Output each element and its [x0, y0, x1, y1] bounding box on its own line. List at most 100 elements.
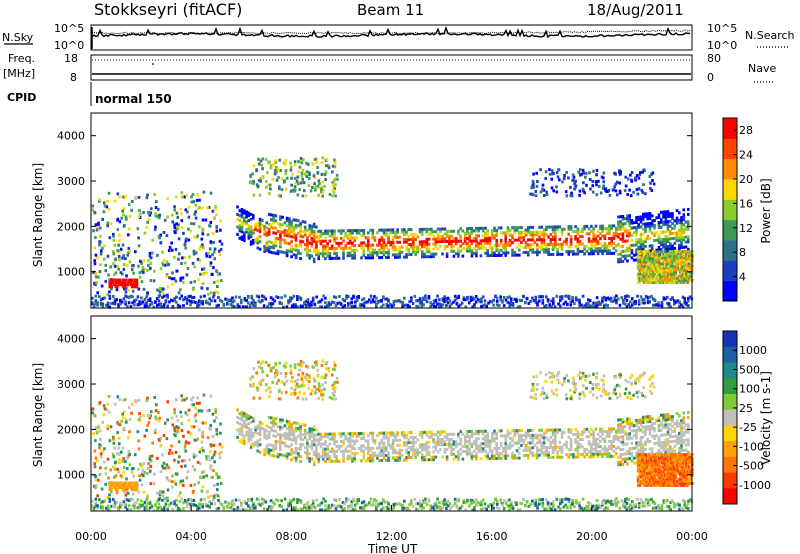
power-cell: [497, 251, 501, 255]
velocity-cell: [626, 420, 629, 423]
velocity-cell: [398, 456, 402, 460]
velocity-cell: [468, 447, 471, 451]
power-cell: [251, 172, 254, 176]
power-cell: [443, 295, 446, 299]
power-cell: [671, 222, 674, 226]
power-cell: [645, 276, 649, 280]
power-cell: [569, 235, 573, 239]
velocity-cell: [409, 436, 413, 440]
velocity-cell: [477, 429, 480, 433]
velocity-cell: [240, 423, 244, 427]
power-cell: [290, 255, 293, 259]
velocity-cell: [504, 441, 507, 445]
velocity-cell: [560, 430, 564, 434]
power-cell: [688, 276, 691, 280]
velocity-cell: [468, 452, 471, 456]
nave-label: Nave: [748, 62, 776, 75]
power-cell: [382, 241, 386, 244]
power-cell: [666, 215, 670, 219]
power-cell: [687, 247, 690, 251]
velocity-cell: [479, 457, 483, 461]
power-cell: [621, 254, 625, 258]
power-cell: [630, 226, 634, 230]
power-cell: [466, 242, 469, 245]
power-cell: [205, 252, 208, 256]
power-cell: [183, 296, 187, 300]
velocity-cell: [666, 450, 670, 454]
power-cell: [93, 262, 97, 266]
power-cell: [279, 237, 282, 241]
power-cell: [190, 300, 194, 304]
velocity-cell: [669, 427, 672, 431]
power-cell: [612, 241, 616, 245]
power-cell: [281, 238, 284, 242]
power-cell: [629, 194, 633, 198]
power-cell: [254, 227, 257, 231]
power-cell: [134, 278, 137, 282]
velocity-cell: [240, 438, 244, 442]
velocity-cell: [635, 446, 638, 450]
velocity-cell: [306, 446, 309, 450]
power-cell: [213, 299, 217, 303]
power-cell: [481, 226, 485, 230]
velocity-cell: [330, 437, 334, 441]
power-cell: [468, 249, 471, 253]
power-cell: [545, 245, 548, 249]
velocity-cell: [333, 452, 336, 456]
power-cell: [128, 249, 131, 253]
velocity-cell: [351, 457, 354, 461]
power-cell: [475, 234, 478, 238]
power-cell: [348, 246, 352, 250]
velocity-cell: [554, 443, 557, 447]
power-cell: [397, 299, 401, 303]
power-cell: [602, 180, 605, 184]
velocity-cell: [518, 451, 521, 455]
velocity-cell: [484, 437, 487, 441]
power-cell: [577, 170, 581, 174]
power-cell: [439, 237, 442, 241]
power-cell: [308, 229, 311, 233]
power-cell: [258, 235, 262, 239]
power-cell: [113, 300, 117, 304]
power-cell: [572, 252, 575, 256]
power-cell: [204, 218, 208, 222]
power-cell: [475, 251, 478, 255]
power-cell: [240, 298, 243, 302]
power-cell: [98, 198, 102, 202]
power-cell: [546, 298, 550, 302]
power-cell: [107, 191, 111, 195]
power-cell: [259, 300, 262, 304]
velocity-cell: [659, 428, 663, 432]
velocity-cell: [394, 448, 397, 452]
velocity-cell: [279, 448, 282, 452]
velocity-cell: [619, 423, 622, 427]
power-cell: [306, 251, 309, 255]
power-cell: [541, 298, 545, 302]
velocity-cell: [297, 434, 300, 438]
power-cell: [153, 269, 156, 273]
power-cell: [660, 254, 664, 258]
power-cell: [683, 300, 687, 304]
velocity-cell: [646, 440, 649, 444]
velocity-cell: [387, 439, 390, 442]
power-cell: [270, 223, 273, 227]
velocity-cell: [499, 434, 503, 438]
power-cell: [318, 300, 322, 303]
velocity-cell: [569, 453, 573, 457]
power-cell: [202, 190, 206, 194]
velocity-cell: [551, 448, 555, 452]
power-cell: [283, 231, 287, 235]
velocity-cell: [659, 441, 663, 445]
power-cell: [396, 248, 399, 252]
power-cell: [601, 224, 604, 228]
power-cell: [324, 252, 327, 256]
power-cell: [644, 274, 647, 278]
power-cell: [670, 252, 673, 256]
power-cell: [396, 253, 399, 257]
power-cell: [254, 225, 257, 229]
power-cell: [296, 175, 300, 179]
velocity-cell: [486, 437, 489, 441]
velocity-cell: [303, 451, 307, 455]
velocity-cell: [608, 435, 611, 438]
power-cell: [599, 232, 602, 236]
